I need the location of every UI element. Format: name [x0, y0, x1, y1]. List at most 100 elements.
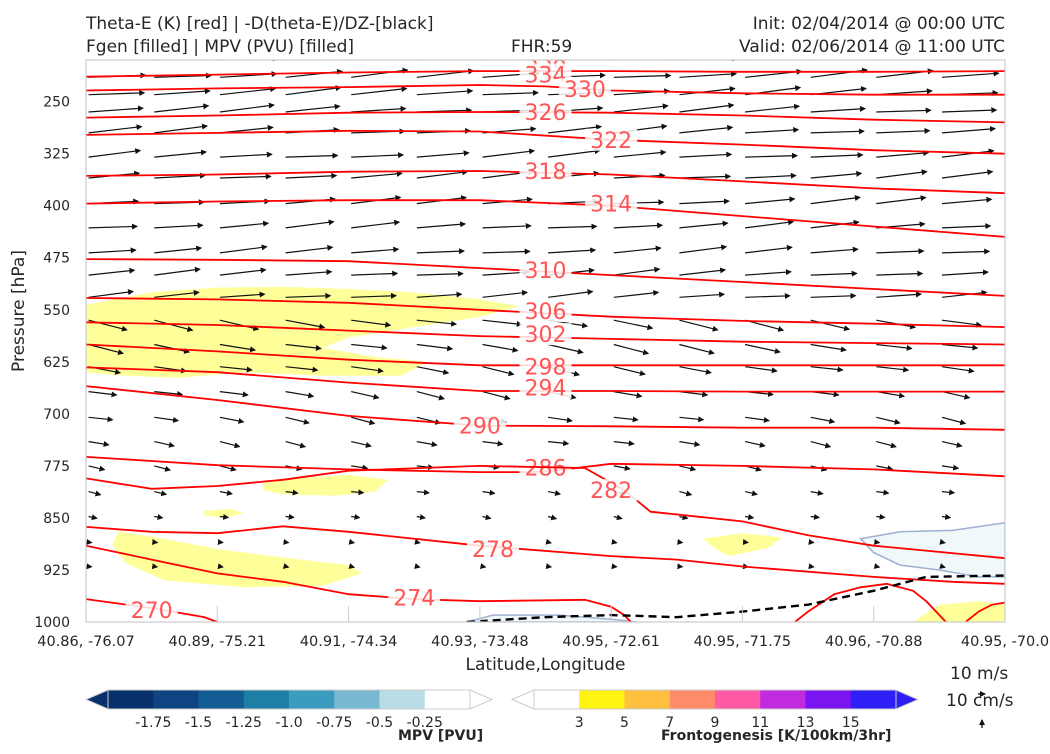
wind-vector: [679, 320, 717, 330]
wind-vector: [220, 492, 232, 494]
mpv-positive-fill: [263, 475, 388, 496]
wind-vector: [417, 274, 463, 276]
wind-vector: [220, 176, 271, 178]
wind-vector: [876, 345, 911, 349]
wind-vector: [679, 417, 703, 420]
y-tick-label: 550: [43, 303, 70, 319]
wind-vector: [351, 109, 405, 113]
fgen-colorbar-swatch: [625, 690, 671, 709]
wind-vector: [614, 367, 645, 375]
wind-vector: [548, 226, 596, 228]
wind-vector: [154, 225, 202, 228]
wind-vector: [942, 517, 950, 518]
wind-vector: [351, 567, 354, 568]
mpv-colorbar-tick-label: -1.75: [135, 715, 171, 731]
mpv-colorbar-label: MPV [PVU]: [398, 728, 483, 744]
wind-vector: [942, 53, 1000, 60]
y-tick-label: 1000: [34, 615, 70, 631]
wind-vector: [811, 367, 843, 370]
wind-vector: [745, 176, 796, 179]
wind-vector: [351, 466, 367, 468]
wind-vector: [417, 172, 468, 178]
wind-vector: [351, 392, 378, 398]
y-tick-label: 925: [43, 563, 70, 579]
theta-e-contour-label: 326: [525, 101, 567, 126]
theta-e-contour-label: 294: [525, 376, 567, 401]
wind-vector: [942, 567, 945, 568]
wind-vector: [614, 106, 668, 112]
plot-area: 3383343303263223183143103063022982942902…: [86, 50, 1005, 625]
wind-vector: [876, 110, 930, 112]
wind-vector: [220, 270, 266, 275]
wind-vector: [942, 466, 958, 468]
wind-vector: [417, 492, 429, 493]
wind-vector: [154, 466, 170, 470]
wind-vector: [351, 89, 406, 95]
wind-vector: [483, 367, 514, 375]
wind-vector: [154, 106, 208, 112]
theta-e-contour-label: 270: [131, 599, 173, 624]
wind-vector: [745, 247, 792, 253]
theta-e-contour: [86, 56, 1005, 59]
mpv-colorbar-tick-label: -1.0: [275, 715, 302, 731]
mpv-colorbar-tick-label: -0.75: [316, 715, 352, 731]
wind-vector: [614, 417, 638, 420]
wind-vector: [89, 417, 113, 420]
wind-vector: [483, 442, 503, 445]
wind-vector: [679, 442, 699, 445]
fgen-colorbar-extend-right: [896, 690, 918, 709]
wind-vector: [876, 172, 926, 178]
wind-vector: [745, 199, 794, 204]
wind-vector: [614, 517, 622, 519]
wind-vector: [876, 153, 928, 157]
wind-vector: [679, 74, 736, 78]
wind-vector: [942, 226, 990, 228]
wind-vector: [483, 345, 518, 351]
theta-e-contour-label: 322: [590, 129, 632, 154]
wind-vector: [811, 345, 846, 351]
y-tick-label: 775: [43, 459, 70, 475]
wind-vector: [811, 173, 862, 178]
wind-vector: [89, 392, 117, 395]
wind-vector: [942, 129, 995, 133]
mpv-colorbar-swatch: [153, 690, 199, 709]
wind-vector: [286, 156, 338, 158]
wind-vector: [351, 222, 399, 228]
mpv-colorbar-swatch: [108, 690, 154, 709]
wind-vector: [286, 88, 341, 95]
wind-vector: [679, 294, 724, 297]
wind-vector: [679, 466, 695, 470]
wind-vector: [220, 154, 272, 157]
wind-vector: [351, 273, 397, 275]
vector-reference-vertical: 10 cm/s: [946, 691, 1014, 711]
wind-vector: [417, 542, 420, 543]
x-tick-label: 40.89, -75.21: [169, 634, 266, 650]
wind-vector: [614, 248, 661, 253]
wind-vector: [679, 247, 726, 253]
wind-vector: [220, 442, 240, 447]
wind-vector: [89, 226, 137, 228]
x-axis-label: Latitude,Longitude: [466, 655, 626, 675]
x-tick-label: 40.95, -72.61: [562, 634, 659, 650]
wind-vector: [351, 542, 354, 543]
x-tick-label: 40.95, -70.0: [961, 634, 1049, 650]
wind-vector: [614, 345, 648, 354]
fgen-colorbar-tick-label: 3: [575, 715, 584, 731]
wind-vector: [351, 517, 359, 518]
wind-vector: [417, 251, 464, 253]
wind-vector: [811, 155, 863, 157]
wind-vector: [548, 292, 592, 298]
wind-vector: [154, 442, 174, 446]
wind-vector: [745, 156, 797, 158]
theta-e-contour-label: 278: [472, 538, 514, 563]
wind-vector: [417, 442, 437, 446]
wind-vector: [351, 345, 386, 349]
wind-vector: [876, 567, 879, 568]
wind-vector: [220, 105, 274, 112]
wind-vector: [811, 54, 869, 60]
fgen-colorbar-swatch: [851, 690, 897, 709]
wind-vector: [89, 93, 145, 95]
wind-vector: [286, 417, 309, 423]
mpv-colorbar-extend-right: [470, 690, 492, 709]
fgen-colorbar-swatch: [534, 690, 580, 709]
